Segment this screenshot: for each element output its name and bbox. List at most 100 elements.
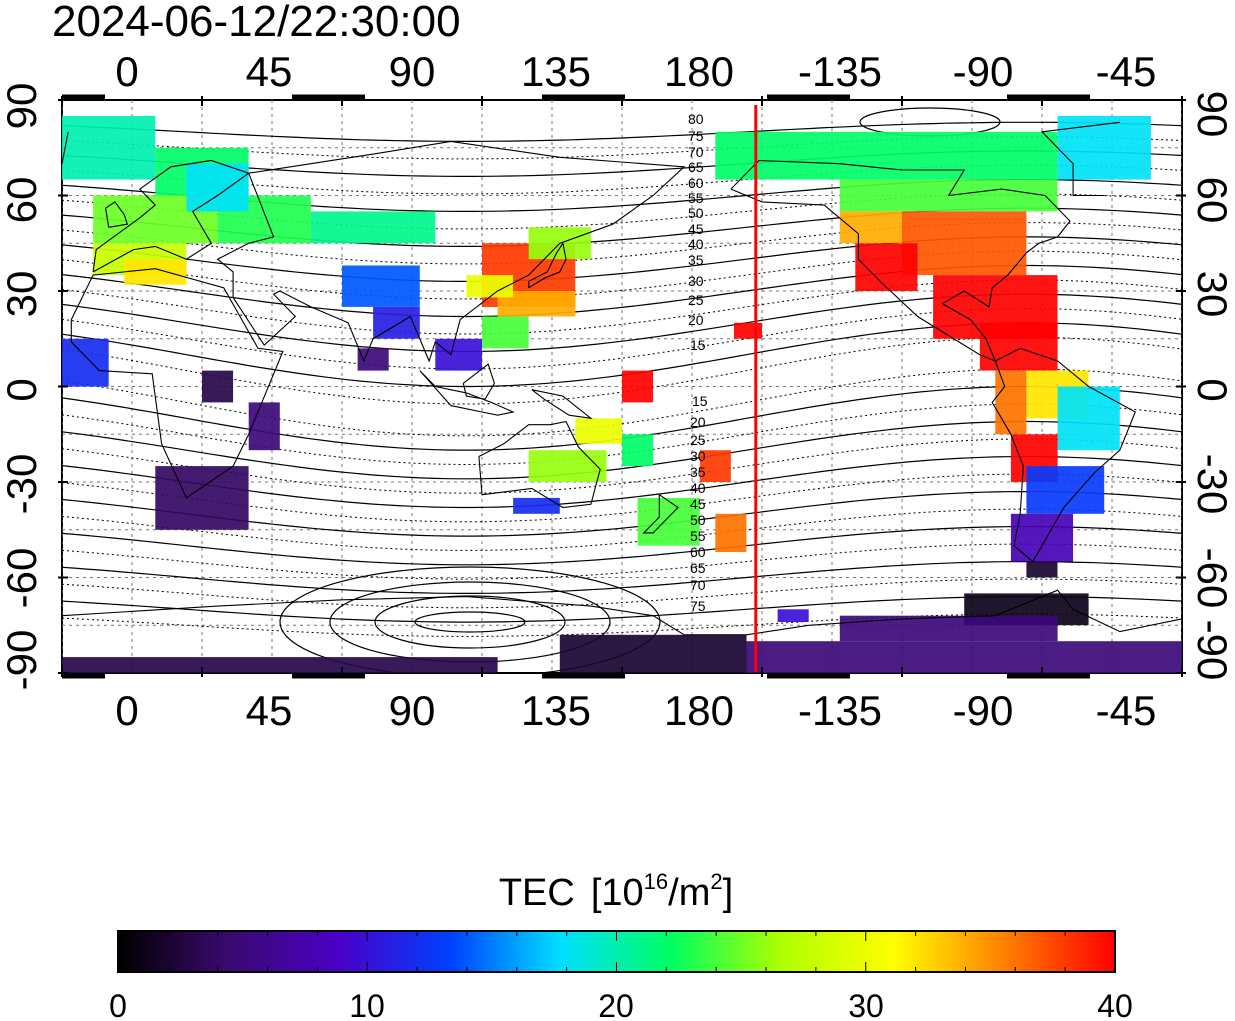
coastline (531, 389, 593, 420)
tec-patch (466, 275, 514, 298)
colorbar-unit-exp2: 2 (710, 869, 722, 894)
magnetic-latitude-contour (62, 136, 1182, 160)
axis-ticks (58, 94, 1186, 679)
tec-patch (622, 434, 654, 467)
coastline (642, 494, 679, 534)
lon-bottom-label: 90 (389, 687, 436, 734)
tec-patch (1057, 115, 1151, 180)
tec-patch (746, 641, 1182, 673)
lon-top-label: -135 (798, 48, 882, 95)
colorbar-tick-label: 10 (349, 988, 385, 1021)
tec-patch (310, 211, 436, 244)
tec-patch (373, 306, 420, 339)
coastline (105, 201, 129, 228)
colorbar-unit-mid: /m (668, 872, 710, 914)
tec-patch (62, 338, 109, 387)
contour-loop-south (279, 566, 661, 673)
contour-label: 75 (690, 598, 706, 614)
tec-patch (839, 615, 1058, 642)
contour-labels-north: 80 75 70 65 60 55 50 45 40 35 30 25 20 1… (688, 111, 706, 353)
lon-bottom-label: 0 (115, 687, 138, 734)
contour-loop-south (414, 611, 526, 633)
magnetic-latitude-contour (62, 526, 1182, 566)
coastline (216, 140, 686, 363)
colorbar-title-main: TEC (499, 872, 575, 914)
tec-patch (1026, 561, 1058, 578)
contour-label: 80 (688, 111, 704, 127)
coastline (62, 589, 1182, 636)
contour-label: 35 (688, 252, 704, 268)
lat-left-label: -90 (0, 630, 45, 691)
contour-label: 30 (688, 273, 704, 289)
lat-right-label: 30 (1189, 271, 1235, 318)
contour-label: 45 (688, 221, 704, 237)
magnetic-latitude-contour (62, 578, 1182, 609)
contour-label: 30 (690, 448, 706, 464)
lat-left-label: 90 (0, 83, 45, 130)
tec-patch (202, 370, 234, 403)
lat-right-label: 0 (1189, 378, 1235, 401)
magnetic-latitude-contour (62, 613, 1182, 637)
tec-patch (435, 338, 482, 371)
lat-left-label: 60 (0, 177, 45, 224)
tec-patch (62, 657, 498, 673)
contour-label: 45 (690, 496, 706, 512)
contour-label: 15 (692, 393, 708, 409)
tec-data-patches (62, 115, 1182, 673)
tec-patch (622, 370, 654, 403)
coastline (419, 370, 515, 416)
colorbar-tick-label: 40 (1097, 988, 1133, 1021)
contour-label: 20 (688, 312, 704, 328)
coastline (478, 420, 601, 509)
lat-right-label: -60 (1189, 548, 1235, 609)
magnetic-latitude-contour (62, 508, 1182, 551)
tec-patch (342, 265, 420, 307)
top-longitude-labels: 0 45 90 135 180 -135 -90 -45 (115, 48, 1156, 95)
contour-label: 40 (690, 480, 706, 496)
tec-patch (357, 348, 389, 371)
lon-bottom-label: 45 (246, 687, 293, 734)
lat-left-label: -30 (0, 454, 45, 515)
colorbar-tick-label: 20 (598, 988, 634, 1021)
tec-patch (62, 115, 156, 180)
colorbar-ticks (167, 931, 1066, 972)
contour-label: 75 (688, 128, 704, 144)
coastline (991, 347, 1136, 563)
tec-patch (777, 609, 809, 622)
lon-top-label: -45 (1096, 48, 1157, 95)
tec-patch (995, 370, 1027, 435)
contour-label: 20 (690, 414, 706, 430)
lon-bottom-label: -45 (1096, 687, 1157, 734)
tec-patch (528, 450, 607, 482)
contour-label: 35 (690, 464, 706, 480)
bottom-longitude-labels: 0 45 90 135 180 -135 -90 -45 (115, 687, 1156, 734)
lon-bottom-label: -90 (953, 687, 1014, 734)
colorbar-unit-close: ] (723, 872, 734, 914)
map-area (62, 100, 1182, 673)
lat-right-label: 60 (1189, 177, 1235, 224)
colorbar-unit-exp: 16 (644, 869, 668, 894)
colorbar-tick-labels: 0 10 20 30 40 (109, 988, 1133, 1021)
magnetic-latitude-contour (62, 121, 1182, 142)
tec-patch (482, 316, 529, 349)
tec-patch (855, 243, 918, 292)
magnetic-latitude-contour (62, 491, 1182, 537)
tec-patch (902, 211, 1027, 276)
tec-patch (559, 634, 747, 673)
contour-label: 15 (690, 337, 706, 353)
colorbar-unit-base: [10 (591, 872, 644, 914)
tec-patch (839, 211, 902, 244)
contour-label: 65 (690, 560, 706, 576)
left-latitude-labels: 90 60 30 0 -30 -60 -90 (0, 83, 45, 691)
contour-label: 25 (690, 432, 706, 448)
tec-patch (715, 131, 1058, 180)
coastline (70, 268, 284, 499)
contour-label: 25 (688, 292, 704, 308)
tec-patch (1026, 466, 1105, 514)
contour-label: 50 (690, 512, 706, 528)
coastline (462, 363, 495, 400)
lat-left-label: -60 (0, 548, 45, 609)
colorbar-tick-label: 30 (848, 988, 884, 1021)
timestamp-title: 2024-06-12/22:30:00 (52, 0, 461, 46)
